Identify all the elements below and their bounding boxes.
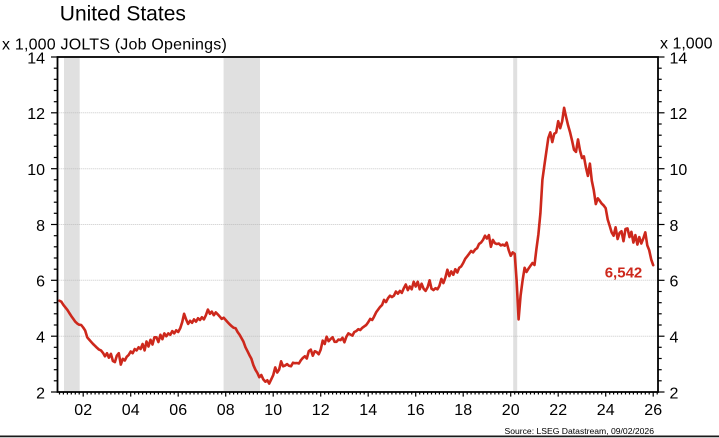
svg-text:26: 26 [644, 402, 662, 419]
svg-text:18: 18 [454, 402, 472, 419]
svg-text:6,542: 6,542 [605, 264, 643, 281]
svg-text:20: 20 [502, 402, 520, 419]
svg-text:6: 6 [36, 274, 45, 291]
svg-text:16: 16 [407, 402, 425, 419]
svg-text:12: 12 [670, 106, 688, 123]
svg-text:4: 4 [670, 330, 679, 347]
svg-text:4: 4 [36, 330, 45, 347]
svg-text:10: 10 [670, 162, 688, 179]
svg-text:12: 12 [27, 106, 45, 123]
svg-text:08: 08 [217, 402, 235, 419]
svg-text:10: 10 [264, 402, 282, 419]
svg-text:06: 06 [169, 402, 187, 419]
svg-text:6: 6 [670, 274, 679, 291]
svg-text:United States: United States [60, 3, 186, 26]
svg-text:x 1,000: x 1,000 [660, 36, 713, 53]
svg-text:8: 8 [670, 218, 679, 235]
svg-text:10: 10 [27, 162, 45, 179]
svg-text:12: 12 [312, 402, 330, 419]
svg-text:22: 22 [549, 402, 567, 419]
svg-text:04: 04 [122, 402, 140, 419]
svg-text:Source: LSEG Datastream, 09/02: Source: LSEG Datastream, 09/02/2026 [504, 426, 654, 436]
svg-text:8: 8 [36, 218, 45, 235]
svg-text:14: 14 [670, 50, 688, 67]
svg-text:x 1,000 JOLTS (Job Openings): x 1,000 JOLTS (Job Openings) [2, 36, 227, 53]
svg-text:02: 02 [74, 402, 92, 419]
svg-text:2: 2 [36, 385, 45, 402]
svg-text:2: 2 [670, 385, 679, 402]
svg-text:24: 24 [597, 402, 615, 419]
svg-text:14: 14 [27, 50, 45, 67]
svg-text:14: 14 [359, 402, 377, 419]
